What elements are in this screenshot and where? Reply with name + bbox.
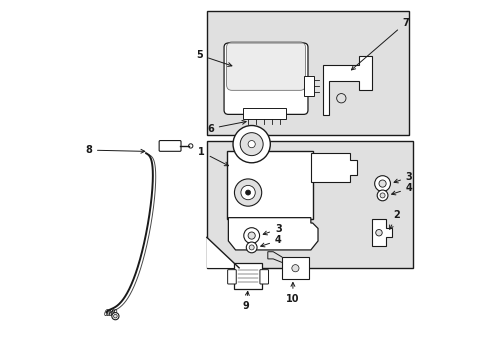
Polygon shape	[371, 220, 391, 246]
Circle shape	[244, 228, 259, 243]
Text: 8: 8	[85, 145, 144, 155]
Circle shape	[113, 314, 117, 318]
Text: 7: 7	[351, 18, 408, 70]
FancyBboxPatch shape	[260, 270, 268, 284]
Bar	[242, 108, 285, 119]
Circle shape	[233, 126, 270, 163]
Circle shape	[375, 229, 382, 236]
Circle shape	[336, 94, 346, 103]
Circle shape	[234, 179, 261, 206]
Circle shape	[112, 312, 119, 320]
Text: 5: 5	[196, 50, 231, 67]
Circle shape	[247, 232, 255, 239]
FancyBboxPatch shape	[227, 270, 236, 284]
FancyBboxPatch shape	[226, 151, 312, 220]
FancyBboxPatch shape	[234, 263, 261, 289]
FancyBboxPatch shape	[226, 42, 305, 90]
Circle shape	[249, 245, 254, 250]
Bar	[282, 257, 308, 279]
Polygon shape	[228, 218, 317, 250]
Text: 6: 6	[206, 120, 245, 134]
Text: 4: 4	[391, 184, 412, 195]
Bar	[206, 140, 412, 268]
Circle shape	[245, 190, 250, 195]
Text: 4: 4	[260, 235, 281, 247]
Text: 10: 10	[285, 283, 299, 304]
Circle shape	[374, 176, 389, 192]
Text: 3: 3	[393, 172, 412, 183]
Circle shape	[378, 180, 386, 187]
Circle shape	[241, 185, 255, 200]
Circle shape	[240, 133, 263, 156]
Circle shape	[247, 140, 255, 148]
Polygon shape	[323, 56, 371, 116]
Circle shape	[376, 190, 387, 201]
Circle shape	[246, 242, 257, 253]
Circle shape	[188, 144, 192, 148]
Text: 2: 2	[389, 210, 400, 229]
Bar	[303, 76, 314, 96]
Circle shape	[379, 193, 384, 198]
Text: 3: 3	[263, 224, 281, 235]
Bar	[206, 12, 408, 135]
FancyBboxPatch shape	[159, 140, 181, 151]
Text: 1: 1	[198, 147, 228, 166]
Text: 9: 9	[243, 292, 249, 311]
Circle shape	[291, 265, 298, 272]
FancyBboxPatch shape	[224, 43, 307, 114]
Polygon shape	[206, 237, 239, 268]
Polygon shape	[310, 153, 357, 182]
